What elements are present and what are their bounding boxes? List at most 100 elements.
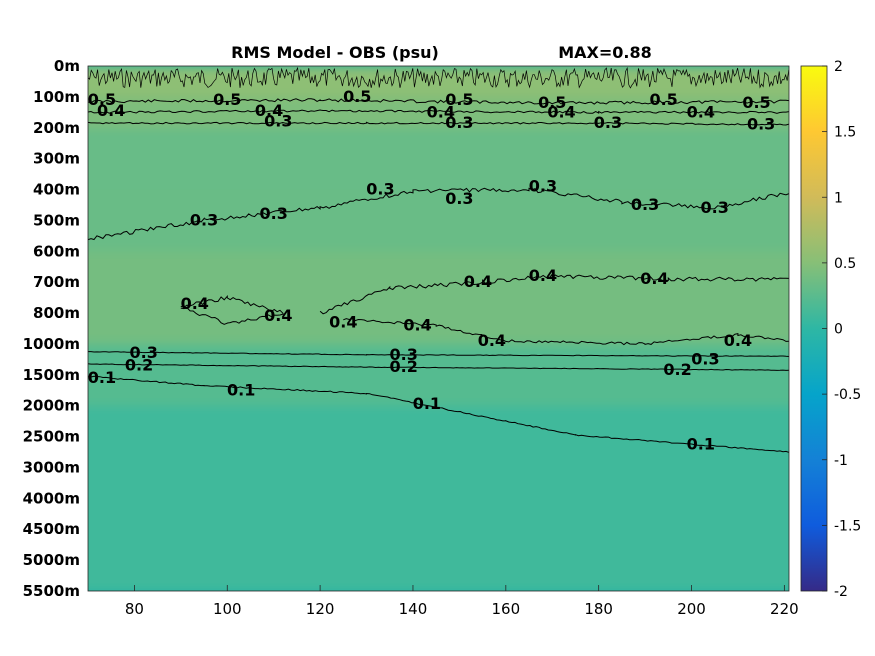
y-tick-label: 1500m	[23, 366, 80, 384]
contour-label: 0.5	[88, 90, 116, 109]
contour-label: 0.3	[747, 115, 775, 134]
contour-label: 0.4	[255, 101, 283, 120]
contour-label: 0.3	[260, 204, 288, 223]
colorbar-tick-label: 2	[834, 59, 843, 75]
contour-label: 0.5	[343, 87, 371, 106]
contour-line	[88, 187, 789, 241]
y-axis-ticks: 0m 100m 200m 300m 400m 500m 600m 700m 800m 1000m 1…	[23, 57, 80, 600]
contour-labels: 0.5 0.5 0.5 0.5 0.5 0.5 0.50.4 0.4 0.4 0.4 0.40.3 0…	[88, 87, 775, 453]
y-tick-label: 5500m	[23, 582, 80, 600]
y-tick-label: 2000m	[23, 397, 80, 415]
contour-label: 0.4	[329, 312, 357, 331]
contour-label: 0.3	[390, 345, 418, 364]
contour-label: 0.3	[190, 210, 218, 229]
contour-label: 0.4	[464, 272, 492, 291]
colorbar-tick-label: -1	[834, 453, 848, 469]
colorbar-tick-label: -0.5	[834, 387, 861, 403]
y-tick-label: 4000m	[23, 489, 80, 507]
contour-label: 0.4	[427, 102, 455, 121]
contour-label: 0.4	[181, 294, 209, 313]
contour-label: 0.2	[663, 360, 691, 379]
colorbar-tick-label: 1	[834, 190, 843, 206]
field-band	[88, 405, 789, 591]
max-value-label: MAX=0.88	[558, 43, 652, 62]
contour-label: 0.4	[478, 331, 506, 350]
y-tick-label: 400m	[33, 181, 80, 199]
contour-label: 0.5	[649, 90, 677, 109]
x-axis-ticks: 80 100 120 140 160 180 200 220	[125, 585, 799, 618]
y-tick-label: 1000m	[23, 335, 80, 353]
colorbar-tick-label: -2	[834, 584, 848, 600]
contour-line	[88, 121, 789, 126]
contour-label: 0.1	[413, 394, 441, 413]
contour-line	[88, 109, 789, 114]
contour-label: 0.2	[125, 356, 153, 375]
contour-line	[319, 272, 789, 315]
contour-label: 0.4	[264, 306, 292, 325]
x-tick-label: 120	[306, 600, 335, 618]
colorbar-tick-label: -1.5	[834, 518, 861, 534]
contour-label: 0.4	[547, 102, 575, 121]
chart-title: RMS Model - OBS (psu)	[231, 43, 439, 62]
contour-label: 0.5	[213, 90, 241, 109]
x-tick-label: 140	[399, 600, 428, 618]
contour-label: 0.4	[97, 101, 125, 120]
surface-noise	[88, 66, 789, 89]
x-tick-label: 160	[491, 600, 520, 618]
field-bands	[88, 66, 789, 591]
contour-label: 0.5	[742, 93, 770, 112]
contour-label: 0.1	[88, 368, 116, 387]
contour-label: 0.3	[701, 198, 729, 217]
y-tick-label: 300m	[33, 150, 80, 168]
contour-label: 0.4	[529, 266, 557, 285]
field-band	[88, 127, 789, 191]
contour-lines	[88, 98, 789, 453]
colorbar-tick-label: 0	[834, 322, 843, 338]
contour-label: 0.5	[445, 90, 473, 109]
y-tick-label: 0m	[54, 57, 80, 75]
y-tick-label: 800m	[33, 304, 80, 322]
contour-label: 0.3	[691, 349, 719, 368]
field-band	[88, 251, 789, 345]
colorbar-ticks: 2 1.5 1 0.5 0 -0.5 -1 -1.5 -2	[822, 59, 861, 600]
contour-label: 0.4	[640, 269, 668, 288]
colorbar-tick-label: 1.5	[834, 125, 856, 141]
field-band	[88, 189, 789, 253]
contour-label: 0.2	[390, 357, 418, 376]
y-tick-label: 5000m	[23, 551, 80, 569]
contour-label: 0.3	[264, 112, 292, 131]
contour-line	[88, 363, 789, 371]
contour-label: 0.3	[366, 180, 394, 199]
contour-label: 0.4	[687, 102, 715, 121]
contour-label: 0.3	[445, 113, 473, 132]
contour-line	[88, 375, 789, 453]
contour-line	[88, 351, 789, 357]
colorbar-tick-label: 0.5	[834, 256, 856, 272]
y-tick-label: 200m	[33, 119, 80, 137]
plot-area: 0.5 0.5 0.5 0.5 0.5 0.5 0.50.4 0.4 0.4 0.4 0.40.3 0…	[88, 66, 789, 591]
contour-label: 0.3	[529, 176, 557, 195]
x-tick-label: 220	[770, 600, 799, 618]
surface-noise-stroke	[88, 66, 789, 89]
contour-line	[88, 98, 789, 105]
plot-frame	[87, 65, 790, 592]
y-tick-label: 3000m	[23, 458, 80, 476]
contour-label: 0.4	[403, 315, 431, 334]
y-tick-label: 500m	[33, 211, 80, 229]
y-tick-label: 2500m	[23, 428, 80, 446]
contour-label: 0.1	[687, 434, 715, 453]
contour-label: 0.4	[724, 331, 752, 350]
contour-line	[343, 318, 789, 346]
field-band	[88, 343, 789, 407]
contour-label: 0.3	[631, 195, 659, 214]
y-tick-label: 600m	[33, 242, 80, 260]
y-tick-label: 100m	[33, 88, 80, 106]
x-tick-label: 80	[125, 600, 144, 618]
x-tick-label: 200	[677, 600, 706, 618]
contour-line	[180, 294, 284, 325]
x-tick-label: 100	[213, 600, 242, 618]
x-tick-label: 180	[584, 600, 613, 618]
contour-label: 0.3	[594, 113, 622, 132]
y-tick-label: 700m	[33, 273, 80, 291]
